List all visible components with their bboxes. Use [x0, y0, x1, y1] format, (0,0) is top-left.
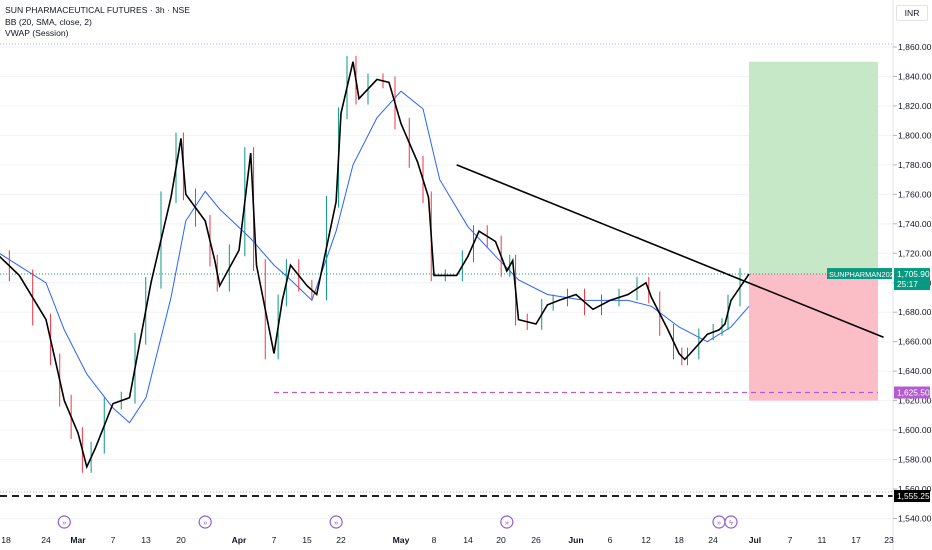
- x-tick-label: Apr: [232, 535, 247, 545]
- event-markers: » » » » » ϟ: [57, 515, 738, 529]
- x-tick-label: 7: [272, 535, 277, 545]
- dividend-icon-glyph: »: [334, 518, 338, 527]
- y-tick-label: 1,860.00: [898, 42, 932, 52]
- x-tick-label: May: [393, 535, 410, 545]
- y-tick-label: 1,580.00: [898, 455, 932, 465]
- dividend-icon: [500, 515, 514, 529]
- stop-level-badge: [894, 386, 930, 399]
- trendline-drawing[interactable]: [456, 164, 884, 339]
- current-price-label: 1,705.90: [897, 269, 930, 279]
- x-tick-label: 7: [111, 535, 116, 545]
- x-tick-label: 26: [531, 535, 541, 545]
- x-tick-label: 12: [641, 535, 651, 545]
- support-level-label: 1,555.25: [897, 491, 930, 501]
- stop-level-label: 1,625.50: [897, 388, 930, 398]
- dividend-icon: [198, 515, 212, 529]
- y-tick-label: 1,720.00: [898, 248, 932, 258]
- y-tick-label: 1,540.00: [898, 514, 932, 524]
- y-tick-label: 1,600.00: [898, 425, 932, 435]
- y-tick-label: 1,680.00: [898, 307, 932, 317]
- x-tick-label: 20: [496, 535, 506, 545]
- x-tick-label: Jul: [749, 535, 761, 545]
- bb-basis-line: [0, 90, 750, 424]
- countdown-label: 25:17: [897, 279, 918, 289]
- x-tick-label: 18: [1, 535, 11, 545]
- y-tick-label: 1,560.00: [898, 484, 932, 494]
- x-tick-label: 11: [818, 535, 827, 545]
- y-tick-label: 1,740.00: [898, 219, 932, 229]
- position-zones: [749, 61, 878, 401]
- y-tick-label: 1,820.00: [898, 101, 932, 111]
- y-tick-label: 1,660.00: [898, 337, 932, 347]
- x-tick-label: Jun: [568, 535, 583, 545]
- x-tick-label: 24: [41, 535, 51, 545]
- x-tick-label: 23: [884, 535, 894, 545]
- price-series: [0, 55, 750, 473]
- earnings-icon: [724, 515, 738, 529]
- dividend-icon-glyph: »: [62, 518, 66, 527]
- symbol-title[interactable]: SUN PHARMACEUTICAL FUTURES · 3h · NSE: [5, 5, 190, 15]
- bb-basis-series: [0, 90, 750, 424]
- y-tick-label: 1,800.00: [898, 130, 932, 140]
- trendline: [456, 164, 884, 339]
- price-line: [0, 61, 750, 470]
- dividend-icon-glyph: »: [505, 518, 509, 527]
- dividend-icon-glyph: »: [717, 518, 721, 527]
- horizontal-levels: [0, 43, 893, 497]
- symbol-badge-label: SUNPHARMAN2025: [829, 270, 898, 279]
- x-tick-label: 13: [141, 535, 151, 545]
- x-tick-label: 8: [432, 535, 437, 545]
- vwap-indicator-label[interactable]: VWAP (Session): [5, 28, 69, 38]
- y-tick-label: 1,760.00: [898, 189, 932, 199]
- profit-zone: [749, 61, 878, 275]
- y-tick-label: 1,620.00: [898, 396, 932, 406]
- time-axis[interactable]: 18 24 Mar 7 13 20 Apr 7 15 22 May 8 14 20 26 Jun 6 12 18 24…: [1, 535, 894, 545]
- dividend-icon: [57, 515, 71, 529]
- y-tick-label: 1,840.00: [898, 71, 932, 81]
- y-tick-label: 1,780.00: [898, 160, 932, 170]
- dividend-icon-glyph: »: [203, 518, 207, 527]
- x-tick-label: 7: [788, 535, 793, 545]
- x-tick-label: 14: [463, 535, 473, 545]
- currency-selector[interactable]: INR: [896, 5, 928, 21]
- x-tick-label: 15: [302, 535, 312, 545]
- earnings-icon-glyph: ϟ: [729, 518, 733, 527]
- loss-zone: [749, 274, 878, 401]
- current-price-badge: [894, 268, 930, 291]
- bb-indicator-label[interactable]: BB (20, SMA, close, 2): [5, 16, 92, 27]
- x-tick-label: 6: [608, 535, 613, 545]
- y-tick-label: 1,640.00: [898, 366, 932, 376]
- support-level-badge: [894, 490, 930, 503]
- x-tick-label: 22: [336, 535, 346, 545]
- chart-legend: SUN PHARMACEUTICAL FUTURES · 3h · NSE BB…: [5, 5, 190, 40]
- x-tick-label: Mar: [70, 535, 86, 545]
- x-tick-label: 24: [708, 535, 718, 545]
- chart-grid: [0, 46, 893, 519]
- symbol-badge: [827, 268, 892, 280]
- x-tick-label: 17: [851, 535, 861, 545]
- dividend-icon: [329, 515, 343, 529]
- x-tick-label: 18: [674, 535, 684, 545]
- x-tick-label: 20: [176, 535, 186, 545]
